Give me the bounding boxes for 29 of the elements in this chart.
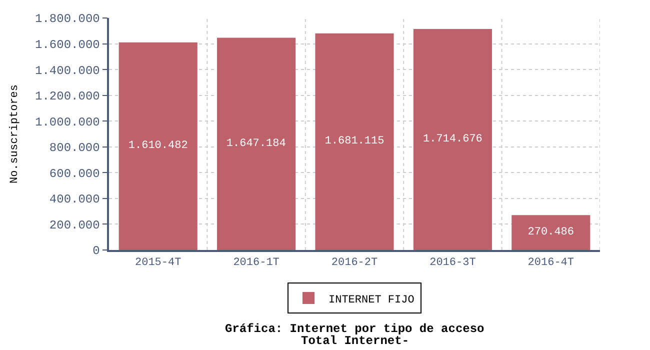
y-tick-label: 600.000 <box>49 166 100 181</box>
y-tick-label: 0 <box>92 244 100 258</box>
data-label: 1.610.482 <box>128 140 188 152</box>
x-tick-label: 2016-4T <box>528 256 574 269</box>
y-tick-label: 1.600.000 <box>35 38 100 52</box>
y-tick-label: 1.200.000 <box>35 90 100 104</box>
bar <box>118 42 198 250</box>
x-tick-label: 2016-2T <box>331 256 378 269</box>
data-label: 1.681.115 <box>324 136 384 148</box>
y-tick-label: 200.000 <box>49 218 100 232</box>
text: Gráfica: Internet por tipo de acceso <box>225 322 484 336</box>
y-tick-label: 1.400.000 <box>35 64 100 78</box>
y-tick-label: 800.000 <box>49 141 100 156</box>
bar <box>512 215 590 250</box>
data-label: 1.714.676 <box>422 134 482 146</box>
x-tick-label: 2016-3T <box>430 256 476 269</box>
y-tick-label: 1.800.000 <box>35 12 100 26</box>
y-axis-title: No.suscriptores <box>9 84 22 184</box>
legend-label: INTERNET FIJO <box>328 294 415 306</box>
y-tick-label: 400.000 <box>49 192 100 207</box>
data-label: 1.647.184 <box>226 138 286 150</box>
data-label: 270.486 <box>528 226 574 239</box>
text: Total Internet- <box>301 334 410 348</box>
y-tick-label: 1.000.000 <box>35 115 100 130</box>
bar <box>315 33 394 250</box>
x-tick-label: 2015-4T <box>134 256 182 269</box>
bar <box>217 38 296 250</box>
bar <box>413 29 492 250</box>
x-tick-label: 2016-1T <box>233 256 280 269</box>
